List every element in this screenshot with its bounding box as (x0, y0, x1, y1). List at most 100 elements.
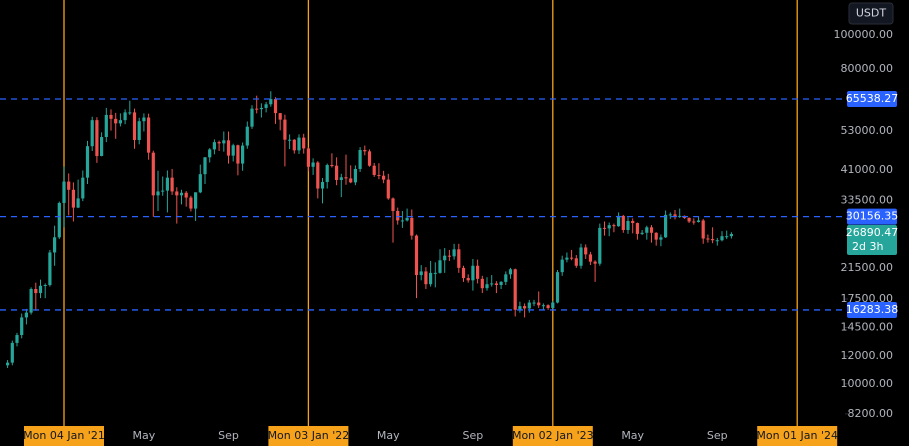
candle-body (142, 117, 146, 122)
x-tick-label: Mon 02 Jan '23 (512, 429, 594, 442)
candle-body (452, 249, 456, 257)
candle-body (461, 267, 466, 279)
candle-body (551, 302, 555, 308)
candle-body (24, 312, 28, 318)
candle-body (104, 114, 108, 138)
candle-body (6, 362, 10, 366)
candle-body (715, 240, 719, 242)
candle-body (194, 192, 198, 209)
candle-body (504, 274, 508, 282)
candle-body (555, 272, 560, 303)
candle-body (137, 121, 141, 141)
candle-body (10, 342, 14, 363)
y-tick-label: 33500.00 (841, 194, 894, 207)
currency-label[interactable]: USDT (856, 7, 887, 20)
candle-body (649, 227, 654, 233)
candle-body (241, 145, 245, 164)
candle-body (161, 190, 165, 192)
candle-body (696, 220, 701, 223)
candle-body (424, 271, 428, 285)
candle-body (306, 148, 310, 167)
candle-body (29, 288, 33, 313)
x-tick-label: May (133, 429, 156, 442)
candle-body (386, 179, 390, 199)
candle-body (297, 137, 301, 151)
candle-body (259, 107, 263, 110)
candle-body (617, 215, 621, 227)
candle-body (476, 265, 480, 279)
candle-body (485, 284, 489, 289)
candle-body (90, 120, 94, 147)
candle-body (692, 221, 696, 223)
candle-body (532, 302, 536, 304)
candle-body (53, 237, 57, 253)
level-label: 16283.38 (846, 303, 899, 316)
candle-body (372, 165, 376, 175)
candle-body (588, 254, 592, 262)
candle-body (109, 114, 113, 119)
candle-body (273, 99, 278, 114)
candle-body (81, 177, 85, 199)
candle-body (43, 284, 47, 286)
candle-body (612, 225, 616, 227)
candle-body (565, 257, 569, 260)
candle-body (480, 278, 484, 289)
candle-body (541, 305, 545, 307)
candle-body (175, 191, 179, 196)
candle-body (330, 164, 334, 166)
candle-body (706, 238, 710, 240)
candle-body (570, 257, 574, 259)
candle-body (123, 112, 127, 121)
y-tick-label: 100000.00 (834, 28, 894, 41)
x-label-box (24, 426, 104, 446)
level-label: 65538.27 (846, 92, 899, 105)
candle-body (720, 236, 724, 241)
candle-body (217, 142, 221, 144)
candle-body (635, 223, 639, 234)
candle-body (358, 150, 362, 169)
candle-body (654, 232, 658, 240)
candle-body (645, 227, 649, 233)
candle-body (302, 137, 306, 149)
candle-body (527, 302, 531, 309)
candle-body (269, 99, 273, 105)
candle-body (212, 142, 216, 150)
candle-body (15, 335, 19, 343)
candle-body (255, 108, 259, 110)
candle-body (316, 162, 320, 189)
candle-body (419, 271, 423, 276)
x-tick-label: Mon 03 Jan '22 (268, 429, 350, 442)
candle-body (170, 177, 174, 192)
currency-button[interactable] (848, 2, 894, 25)
candle-body (57, 202, 61, 238)
candle-body (363, 150, 367, 152)
candle-body (579, 247, 583, 266)
candle-body (602, 227, 607, 229)
candle-body (471, 265, 475, 281)
candle-body (499, 281, 503, 285)
x-tick-label: May (377, 429, 400, 442)
candle-body (128, 112, 132, 114)
candle-body (184, 192, 188, 198)
x-label-box (268, 426, 349, 446)
candle-body (62, 181, 66, 203)
candle-body (598, 227, 602, 264)
candle-body (85, 146, 90, 178)
candle-body (607, 225, 611, 229)
candle-body (189, 197, 193, 209)
level-label-box (847, 91, 897, 108)
candle-body (222, 140, 226, 144)
candle-body (508, 269, 513, 275)
level-label: 30156.35 (846, 210, 899, 223)
candle-body (391, 198, 395, 211)
candle-body (118, 120, 122, 124)
candle-body (288, 139, 292, 141)
y-tick-label: 14500.00 (841, 321, 894, 334)
candle-body (659, 237, 663, 240)
candle-body (203, 157, 207, 175)
candle-body (593, 261, 597, 264)
candle-body (353, 168, 357, 183)
candle-body (344, 177, 348, 179)
